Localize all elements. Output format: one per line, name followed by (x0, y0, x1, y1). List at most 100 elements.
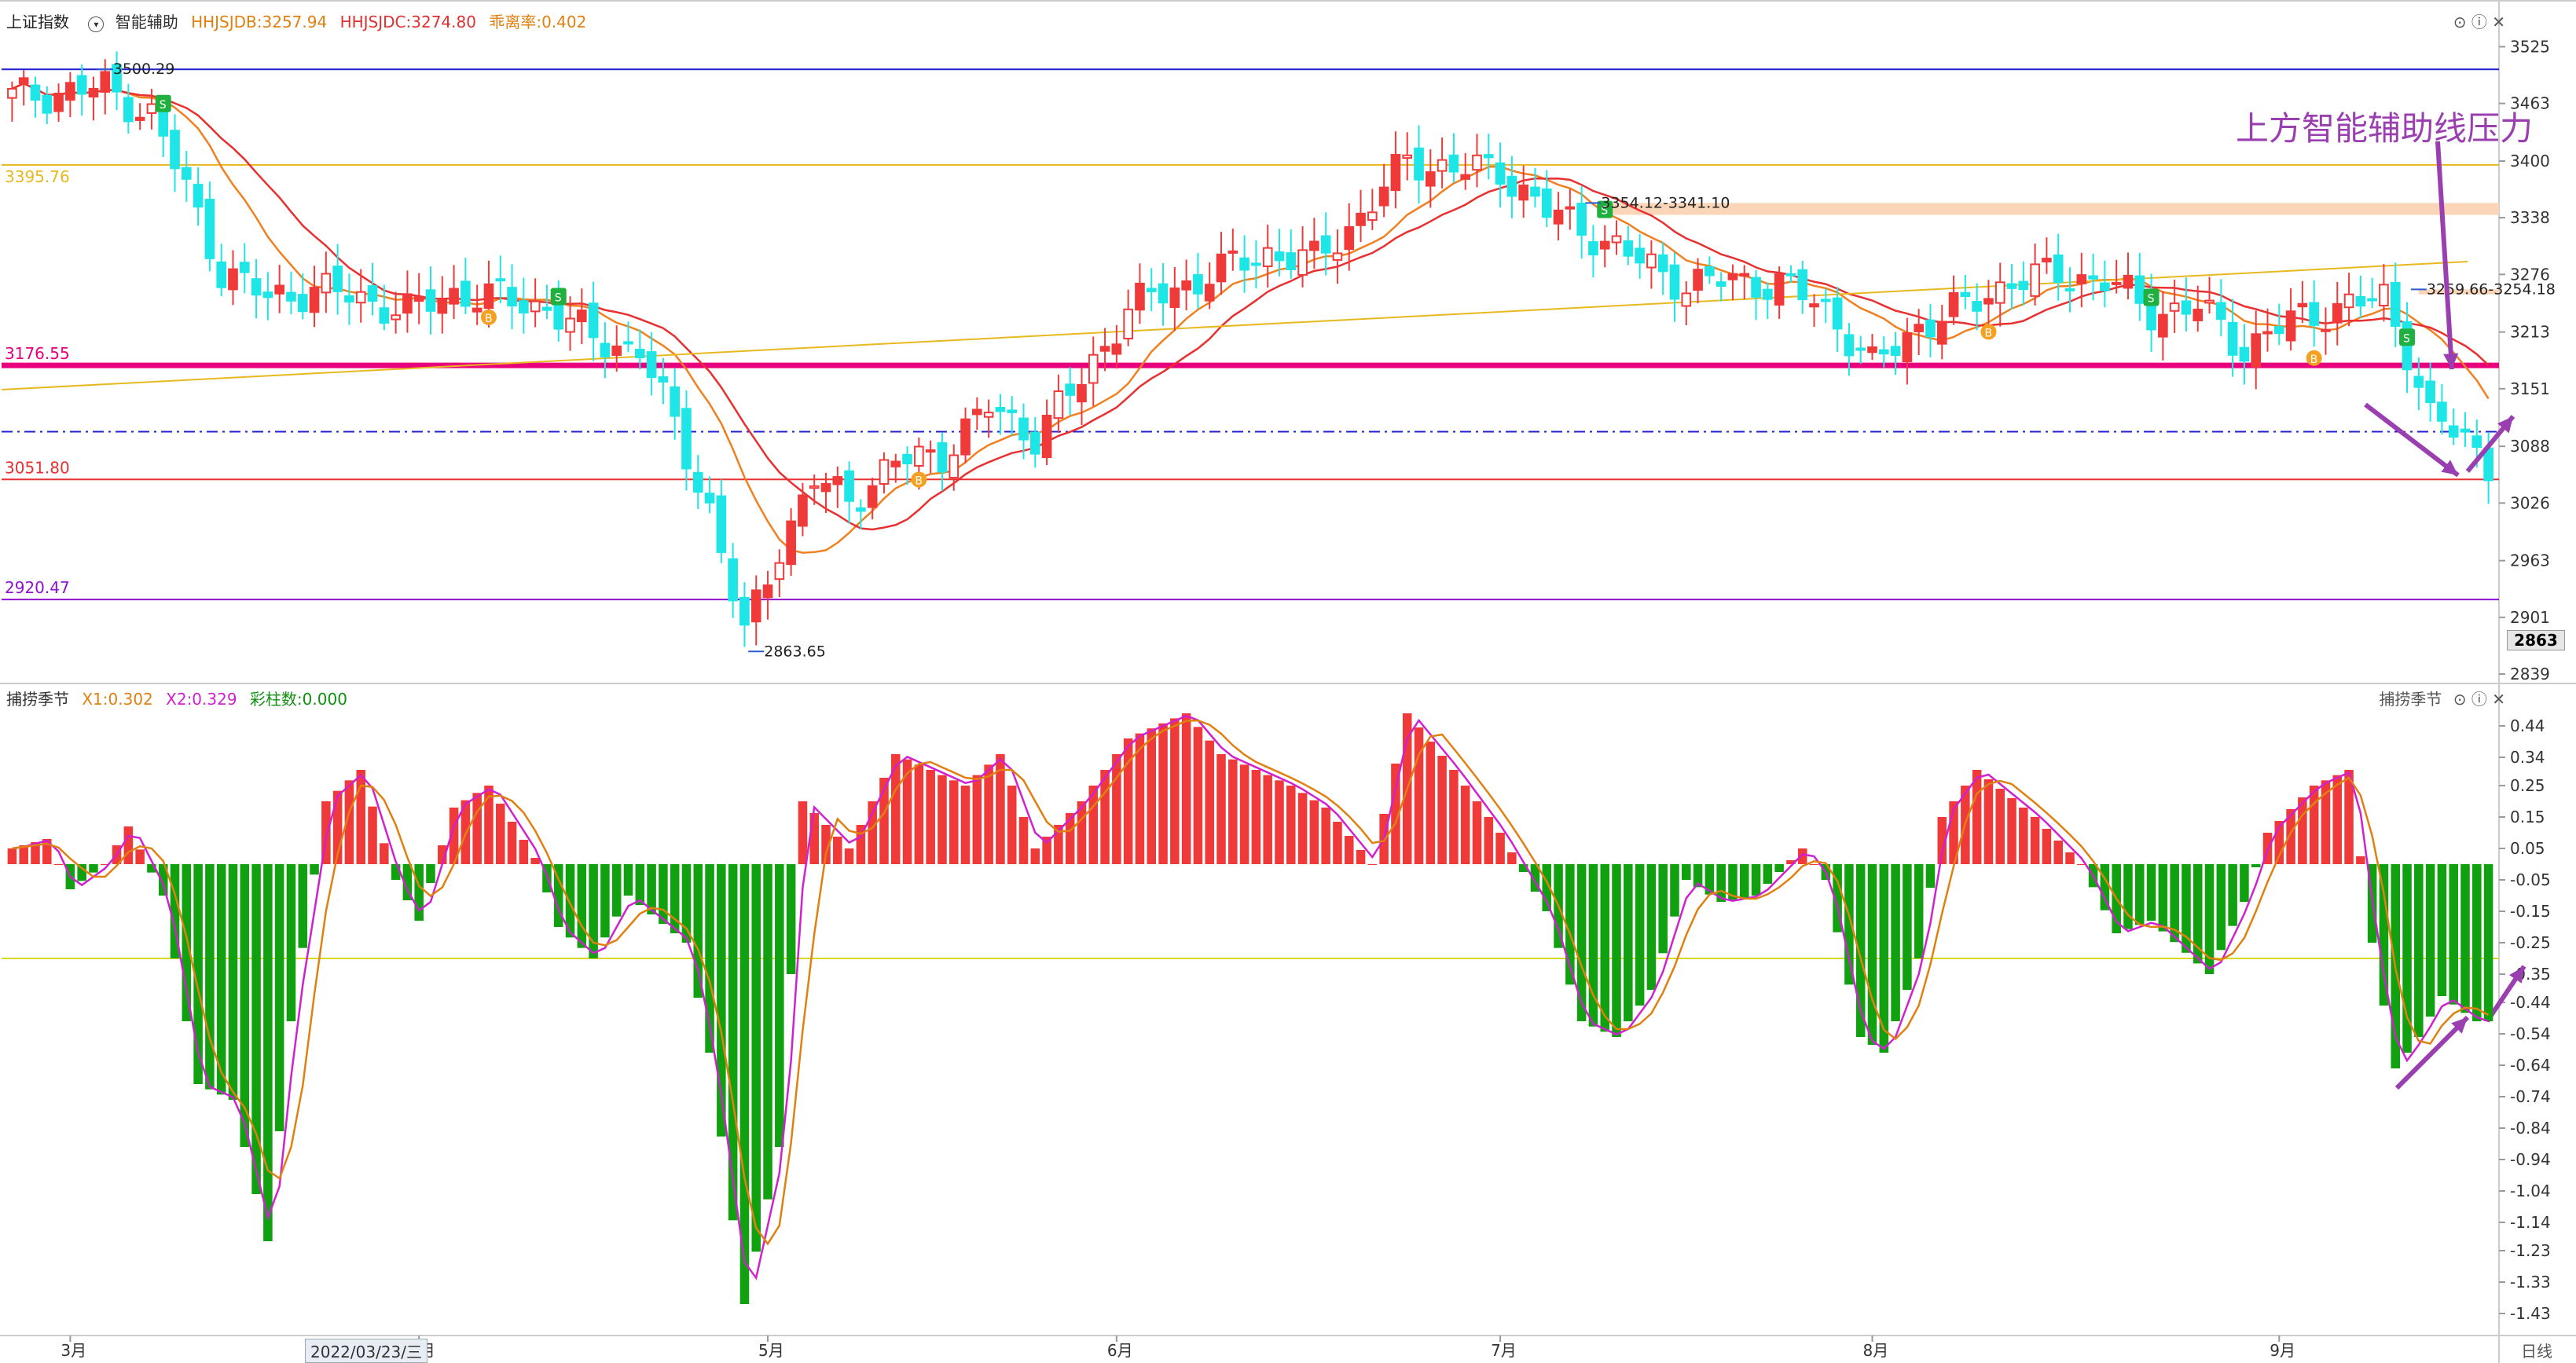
osc-bar (368, 806, 377, 864)
osc-bar (2425, 864, 2435, 1017)
osc-y-tick-label: -1.14 (2510, 1213, 2551, 1232)
candle-body (762, 584, 773, 599)
osc-bar (2193, 864, 2203, 964)
settings-icon[interactable]: ⊙ (2453, 690, 2467, 709)
candle-body (692, 471, 703, 493)
help-icon[interactable]: ⓘ (2471, 690, 2487, 709)
osc-bar (1763, 864, 1773, 884)
osc-bar (1983, 779, 1994, 864)
candle-body (2471, 435, 2482, 448)
candle-body (2343, 293, 2354, 309)
osc-bar (1693, 864, 1703, 888)
osc-bar (1972, 770, 1982, 864)
osc-bar (647, 864, 656, 914)
candle-body (1193, 274, 1203, 295)
osc-bar (1530, 864, 1540, 892)
candle-body (565, 317, 575, 333)
osc-bar (77, 864, 86, 881)
candle-body (1460, 174, 1471, 180)
osc-bar (1193, 727, 1203, 864)
osc-bar (2228, 864, 2237, 926)
candle-body (867, 485, 878, 508)
osc-bar (19, 845, 28, 864)
candle-body (1983, 298, 1994, 305)
candle-body (88, 87, 99, 98)
osc-bar (2100, 864, 2110, 910)
candle-body (1588, 241, 1598, 256)
osc-bar (1495, 833, 1505, 864)
candle-body (1041, 414, 1052, 459)
osc-bar (205, 864, 215, 1090)
chevron-down-icon[interactable]: ▾ (88, 16, 105, 32)
candle-body (2309, 302, 2320, 326)
osc-bar (1949, 801, 1958, 864)
osc-bar (519, 840, 529, 864)
osc-bar (42, 839, 52, 864)
osc-bar (1263, 775, 1272, 864)
candle-body (925, 449, 936, 453)
level-label: 3395.76 (5, 167, 70, 186)
candle-body (158, 110, 169, 137)
osc-bar (2379, 864, 2389, 1006)
candle-body (1960, 291, 1971, 297)
osc-bar (809, 813, 819, 864)
sub-indicator-name[interactable]: 捕捞季节 (6, 690, 69, 709)
osc-bar (659, 864, 668, 924)
candle-body (2123, 274, 2134, 289)
osc-bar (2356, 856, 2365, 864)
osc-bar (775, 864, 784, 1147)
osc-bar (751, 864, 761, 1252)
level-label: 3051.80 (5, 458, 70, 477)
osc-bar (228, 864, 238, 1100)
osc-bar (844, 848, 854, 864)
osc-bar (1297, 793, 1308, 864)
candle-body (1681, 292, 1692, 307)
help-icon[interactable]: ⓘ (2471, 13, 2487, 31)
sell-signal-marker (550, 288, 567, 306)
sell-signal-glyph: S (2148, 292, 2155, 305)
candle-body (2006, 283, 2017, 289)
settings-icon[interactable]: ⊙ (2453, 13, 2467, 31)
candle-body (1414, 147, 1424, 181)
candle-body (2239, 346, 2250, 362)
osc-bar (2240, 864, 2249, 902)
osc-bar (240, 864, 250, 1147)
osc-bar (484, 786, 494, 864)
osc-bar (310, 864, 319, 875)
candle-body (1332, 252, 1343, 261)
level-label: 2920.47 (5, 578, 70, 597)
osc-bar (1670, 864, 1679, 917)
candle-body (1053, 390, 1064, 420)
sell-signal-glyph: S (2403, 332, 2410, 345)
osc-bar (693, 864, 703, 998)
candle-body (670, 386, 681, 417)
osc-bar (263, 864, 273, 1241)
candle-body (100, 71, 111, 93)
candle-body (2204, 299, 2215, 304)
candle-body (1169, 287, 1180, 308)
osc-bar (984, 764, 993, 864)
index-name: 上证指数 (6, 13, 69, 31)
candle-body (1251, 262, 1261, 266)
period-label[interactable]: 日线 (2521, 1342, 2552, 1361)
osc-y-tick-label: -1.33 (2510, 1273, 2551, 1292)
price-annotation: 3259.66-3254.18 (2427, 280, 2556, 298)
candle-body (1635, 247, 1645, 264)
candle-body (1425, 171, 1436, 187)
candle-body (30, 84, 41, 101)
close-icon[interactable]: ✕ (2492, 13, 2505, 31)
close-icon[interactable]: ✕ (2492, 690, 2505, 709)
osc-bar (623, 864, 633, 896)
candle-body (112, 64, 122, 93)
y-tick-label: 3088 (2510, 437, 2550, 456)
candle-body (2018, 280, 2029, 291)
indicator-name[interactable]: 智能辅助 (115, 13, 178, 31)
candle-body (2321, 328, 2331, 332)
osc-bar (1205, 740, 1214, 864)
osc-bar (1414, 727, 1424, 864)
osc-bar (1216, 754, 1226, 864)
candle-body (623, 341, 633, 345)
candle-body (379, 307, 390, 324)
candle-body (949, 454, 960, 479)
